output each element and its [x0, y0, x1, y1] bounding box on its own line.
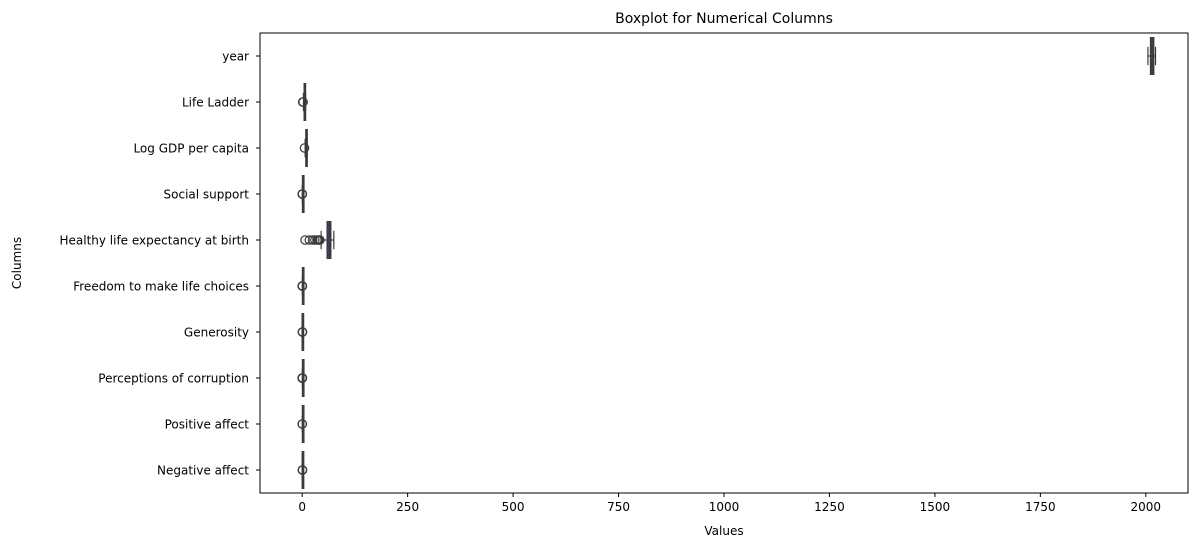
- plot-area-frame: [259, 32, 1189, 494]
- y-tick-label: Social support: [164, 188, 250, 202]
- box-iqr: [326, 221, 332, 260]
- y-axis-label: Columns: [10, 237, 24, 289]
- x-tick-label: 1250: [814, 500, 845, 514]
- outlier-point: [297, 419, 308, 429]
- y-axis: year Life Ladder Log GDP per capita Social …: [59, 50, 260, 478]
- y-tick-label: Generosity: [184, 326, 249, 340]
- box-5: [300, 221, 335, 260]
- box-4: [297, 175, 308, 214]
- box-6: [297, 267, 308, 306]
- x-tick-label: 1750: [1025, 500, 1056, 514]
- outlier-point: [297, 373, 308, 383]
- x-axis-label: Values: [704, 524, 743, 538]
- box-3: [299, 129, 310, 168]
- box-1: [1147, 36, 1157, 75]
- outlier-point: [299, 143, 310, 153]
- y-tick-label: Log GDP per capita: [133, 142, 249, 156]
- outlier-point: [298, 97, 308, 107]
- box-2: [297, 82, 308, 121]
- boxes-layer: [297, 36, 1157, 490]
- y-tick-label: Healthy life expectancy at birth: [59, 234, 249, 248]
- y-tick-label: Negative affect: [157, 464, 249, 478]
- outlier-point: [297, 327, 308, 337]
- x-tick-label: 500: [502, 500, 525, 514]
- x-tick-label: 0: [298, 500, 306, 514]
- y-tick-label: Perceptions of corruption: [98, 372, 249, 386]
- y-tick-label: Positive affect: [165, 418, 250, 432]
- x-tick-label: 750: [607, 500, 630, 514]
- y-tick-label: Freedom to make life choices: [73, 280, 249, 294]
- y-tick-label: year: [222, 50, 249, 64]
- x-tick-label: 1000: [709, 500, 740, 514]
- box-9: [297, 405, 308, 444]
- x-tick-label: 250: [396, 500, 419, 514]
- outlier-point: [297, 189, 308, 199]
- box-8: [297, 359, 308, 398]
- chart-title: Boxplot for Numerical Columns: [615, 11, 833, 27]
- y-tick-label: Life Ladder: [182, 96, 249, 110]
- box-7: [297, 313, 308, 352]
- x-tick-label: 2000: [1131, 500, 1162, 514]
- outlier-point: [300, 235, 310, 245]
- x-axis: 0 250 500 750 1000 1250 1500 1750 2000: [298, 493, 1161, 514]
- box-10: [297, 451, 308, 490]
- x-tick-label: 1500: [920, 500, 951, 514]
- outlier-point: [297, 281, 308, 291]
- outlier-point: [297, 465, 308, 475]
- outlier-point: [315, 235, 325, 245]
